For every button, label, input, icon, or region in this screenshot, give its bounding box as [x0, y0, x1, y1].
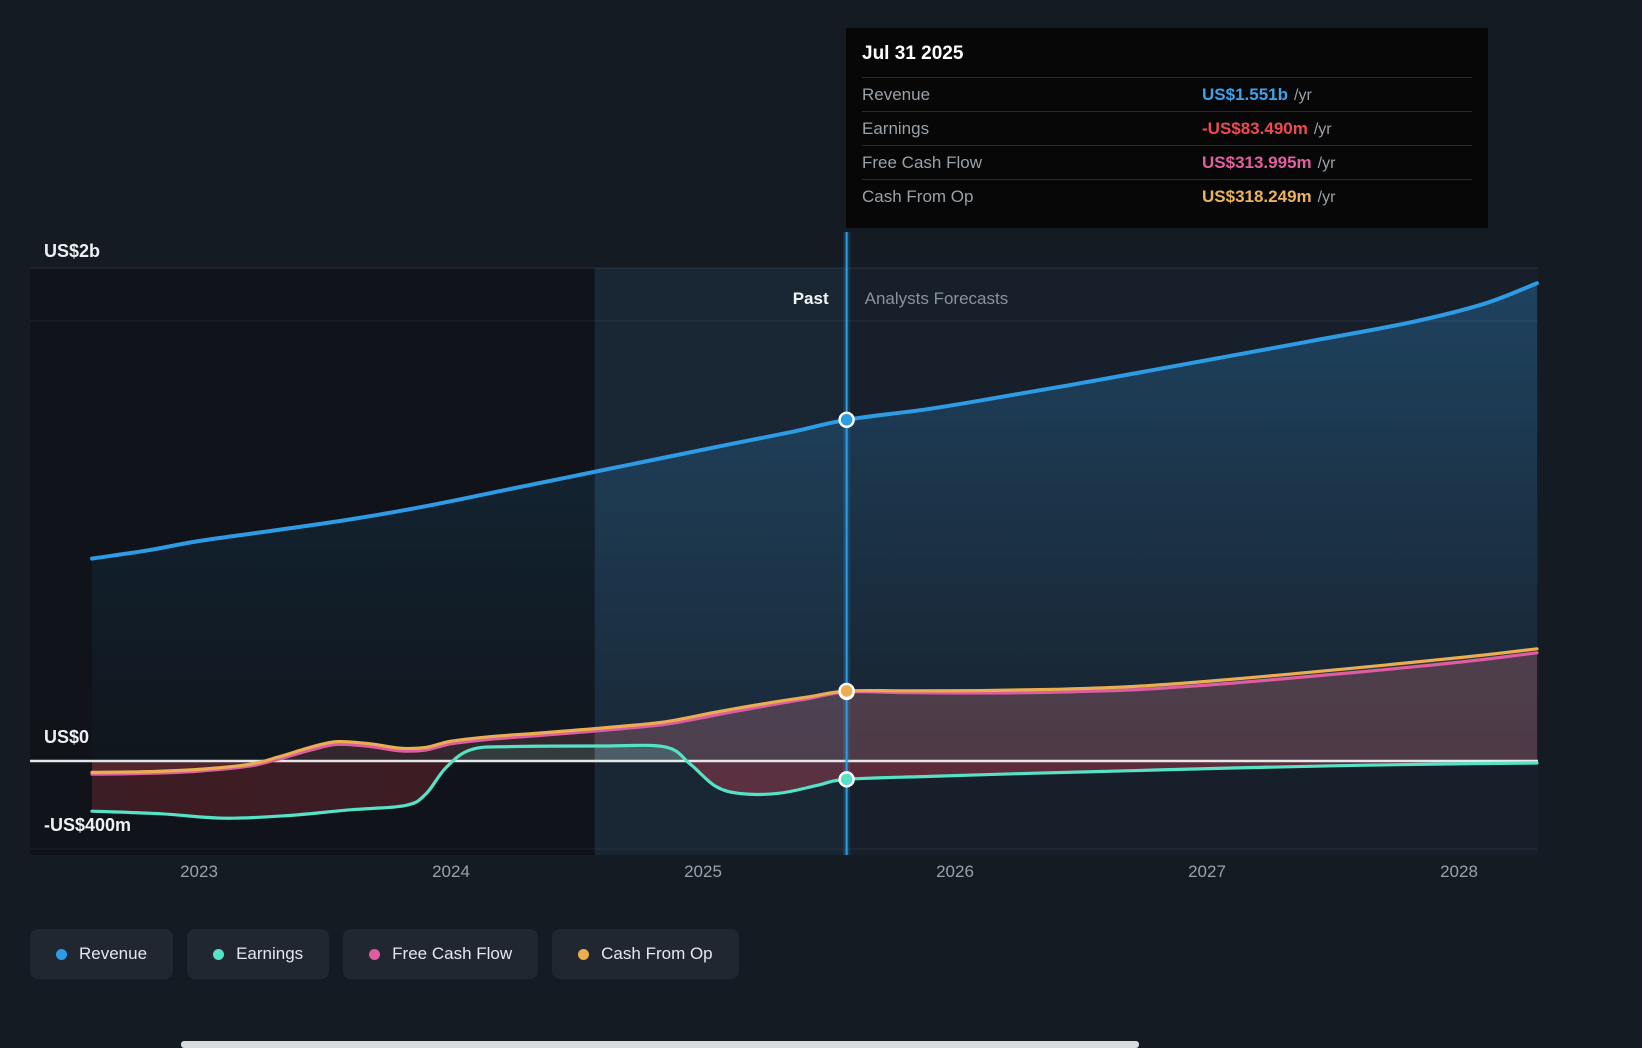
legend-item-free-cash-flow[interactable]: Free Cash Flow — [343, 929, 539, 979]
y-axis-label: US$0 — [44, 727, 90, 747]
x-axis-label: 2027 — [1188, 862, 1226, 881]
x-axis-label: 2026 — [936, 862, 974, 881]
tooltip-row: Cash From Op US$318.249m/yr — [862, 179, 1472, 213]
tooltip-row-suffix: /yr — [1317, 154, 1336, 172]
bottom-page-strip — [181, 1041, 1139, 1048]
y-axis-label: -US$400m — [44, 815, 132, 835]
tooltip-row-label: Cash From Op — [862, 186, 974, 206]
legend-dot-icon — [56, 948, 67, 960]
legend-item-label: Earnings — [236, 944, 304, 963]
revenue-marker[interactable] — [838, 411, 855, 428]
legend-dot-icon — [369, 948, 381, 960]
legend-item-label: Free Cash Flow — [392, 944, 513, 963]
tooltip-row-valuegroup: -US$83.490m/yr — [1202, 119, 1472, 139]
earnings-area — [92, 745, 1537, 819]
tooltip-row-suffix: /yr — [1294, 86, 1312, 104]
forecast-region-shade — [846, 268, 1538, 855]
legend-item-label: Cash From Op — [601, 944, 713, 963]
x-axis-label: 2023 — [180, 862, 218, 881]
y-axis-label: US$2b — [44, 241, 101, 261]
tooltip-row-value: US$313.995m — [1202, 152, 1312, 172]
x-axis-label: 2024 — [432, 862, 470, 881]
tooltip-row-suffix: /yr — [1313, 120, 1332, 138]
legend-item-label: Revenue — [79, 944, 148, 963]
tooltip-row-value: -US$83.490m — [1202, 118, 1308, 138]
earnings-marker[interactable] — [838, 771, 855, 788]
tooltip-row-value: US$1.551b — [1202, 84, 1288, 104]
legend-dot-icon — [213, 948, 225, 960]
tooltip-row-label: Revenue — [862, 84, 931, 104]
chart-legend: Revenue Earnings Free Cash Flow Cash From O… — [30, 929, 739, 979]
tooltip-row: Earnings -US$83.490m/yr — [862, 111, 1472, 145]
tooltip-row-label: Earnings — [862, 118, 930, 138]
tooltip-row-valuegroup: US$318.249m/yr — [1202, 187, 1472, 207]
tooltip-row-suffix: /yr — [1317, 188, 1336, 206]
x-axis-label: 2025 — [684, 862, 722, 881]
tooltip-row: Free Cash Flow US$313.995m/yr — [862, 145, 1472, 179]
revenue-line — [90, 281, 1539, 561]
tooltip-row-valuegroup: US$313.995m/yr — [1202, 153, 1472, 173]
forecast-region-label: Analysts Forecasts — [864, 289, 1009, 308]
cash-from-op-line — [90, 647, 1539, 774]
past-region-shade — [30, 268, 595, 855]
legend-item-cash-from-op[interactable]: Cash From Op — [552, 929, 739, 979]
tooltip-row-label: Free Cash Flow — [862, 152, 982, 172]
tooltip-date: Jul 31 2025 — [862, 43, 964, 64]
last-year-region-shade — [594, 268, 847, 855]
past-region-label: Past — [792, 289, 829, 308]
legend-dot-icon — [578, 948, 590, 960]
x-axis-label: 2028 — [1440, 862, 1478, 881]
chart-tooltip: Jul 31 2025 Revenue US$1.551b/yr Earnings -… — [846, 28, 1488, 228]
cash-from-op-marker[interactable] — [838, 682, 855, 700]
tooltip-rows: Revenue US$1.551b/yr Earnings -US$83.490m/y… — [862, 77, 1472, 213]
tooltip-row-valuegroup: US$1.551b/yr — [1202, 85, 1472, 105]
tooltip-row-value: US$318.249m — [1202, 186, 1312, 206]
earnings-line — [90, 743, 1539, 820]
free-cash-flow-line — [90, 651, 1539, 776]
tooltip-row: Revenue US$1.551b/yr — [862, 77, 1472, 111]
legend-item-earnings[interactable]: Earnings — [187, 929, 330, 979]
legend-item-revenue[interactable]: Revenue — [30, 929, 174, 979]
revenue-area — [92, 283, 1537, 761]
